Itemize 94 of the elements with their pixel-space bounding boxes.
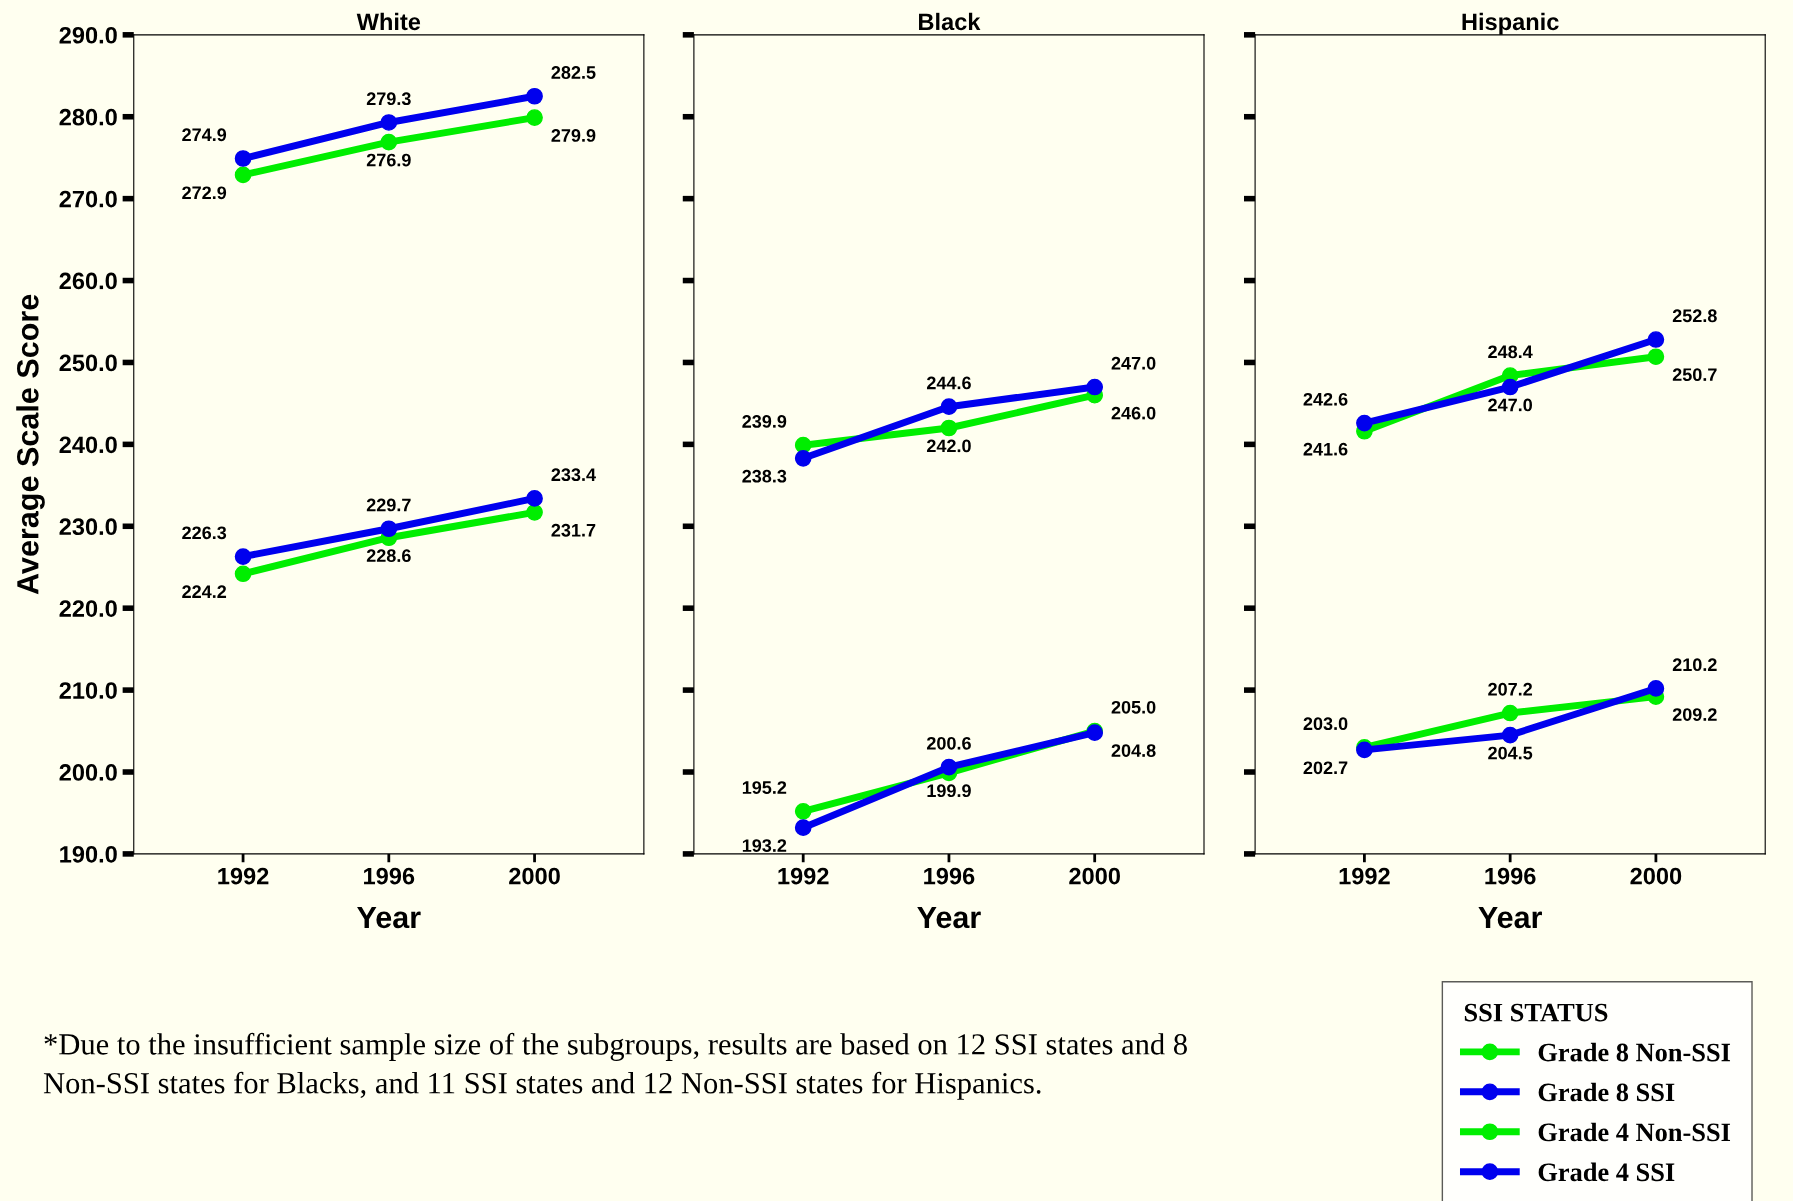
x-axis-title: Year (1478, 906, 1542, 929)
data-label: 252.8 (1672, 309, 1717, 323)
data-label: 207.2 (1488, 682, 1533, 696)
point (526, 87, 543, 105)
y-tick-label: 210.0 (59, 682, 117, 699)
data-label: 231.7 (551, 523, 596, 537)
point (526, 109, 543, 126)
y-tick-label: 240.0 (59, 436, 117, 454)
data-label: 204.5 (1488, 746, 1533, 760)
data-label: 229.7 (366, 498, 411, 512)
y-tick-label: 220.0 (59, 600, 117, 617)
data-label: 203.0 (1303, 717, 1348, 731)
x-tick-label: 1992 (218, 867, 269, 885)
data-label: 242.6 (1303, 392, 1348, 406)
data-label: 250.7 (1672, 368, 1717, 382)
point (1647, 331, 1665, 348)
point (1501, 704, 1519, 722)
legend-label: Grade 4 SSI (1538, 1162, 1675, 1182)
data-label: 272.9 (182, 186, 227, 200)
data-label: 282.5 (551, 66, 596, 79)
data-label: 246.0 (1111, 406, 1156, 420)
x-axis-title: Year (917, 906, 981, 929)
x-tick-label: 2000 (1069, 867, 1120, 885)
y-tick-label: 230.0 (59, 518, 117, 536)
chart-title: White (356, 12, 421, 31)
data-label: 195.2 (742, 781, 787, 794)
point (526, 490, 543, 507)
x-tick-label: 2000 (509, 867, 560, 885)
data-label: 238.3 (742, 469, 787, 483)
text: *Due to the insufficient sample size of the subgroups, results are based on 12 SSI states and 8 Non-SSI states for Blacks, and 11 SSI states and 12 Non-SSI states for Hispanics. (43, 1032, 1187, 1100)
point (1086, 378, 1104, 396)
y-tick-label: 200.0 (59, 764, 117, 781)
data-label: 228.6 (366, 549, 411, 563)
data-label: 239.9 (742, 415, 787, 428)
chart-title: Black (919, 12, 981, 31)
point (234, 565, 252, 583)
x-tick-label: 1992 (1339, 867, 1390, 885)
point (380, 133, 398, 151)
point (1501, 726, 1519, 744)
y-tick-label: 250.0 (59, 354, 117, 372)
data-label: 274.9 (182, 128, 227, 142)
data-label: 200.6 (926, 736, 971, 750)
y-tick-label: 270.0 (59, 190, 117, 208)
point (234, 548, 252, 565)
point (794, 819, 812, 837)
data-label: 247.0 (1111, 356, 1156, 370)
data-label: 248.4 (1488, 345, 1533, 359)
point (1501, 378, 1519, 396)
point (380, 520, 398, 538)
data-label: 242.0 (926, 439, 971, 453)
x-tick-label: 1992 (778, 867, 829, 885)
y-axis-title: Average Scale Score (16, 294, 45, 595)
y-tick-label: 290.0 (59, 26, 117, 44)
legend-label: Grade 4 Non-SSI (1538, 1122, 1731, 1142)
data-label: 241.6 (1303, 442, 1348, 456)
data-label: 209.2 (1672, 708, 1717, 721)
x-axis-title: Year (357, 906, 421, 929)
point (1647, 680, 1665, 697)
x-tick-label: 2000 (1630, 867, 1682, 885)
data-label: 210.2 (1672, 658, 1717, 672)
point (526, 504, 543, 521)
point (1356, 414, 1373, 432)
point (794, 802, 812, 820)
point (234, 150, 252, 167)
y-tick-label: 280.0 (59, 108, 117, 126)
data-label: 279.3 (366, 92, 411, 106)
chart-title: Hispanic (1462, 12, 1559, 35)
data-label: 247.0 (1488, 398, 1533, 412)
legend-title: SSI STATUS (1464, 1003, 1608, 1022)
data-label: 224.2 (182, 585, 227, 598)
data-label: 205.0 (1111, 700, 1156, 714)
legend-label: Grade 8 SSI (1538, 1082, 1675, 1102)
x-tick-label: 1996 (1485, 867, 1536, 885)
point (940, 419, 958, 437)
y-tick-label: 260.0 (59, 272, 117, 290)
data-label: 226.3 (182, 526, 227, 540)
point (940, 398, 958, 416)
data-label: 276.9 (366, 153, 411, 167)
point (794, 449, 812, 467)
data-label: 244.6 (926, 376, 971, 390)
data-label: 279.9 (551, 129, 596, 142)
point (234, 166, 252, 184)
y-tick-label: 190.0 (60, 845, 117, 863)
point (380, 114, 398, 131)
data-label: 193.2 (742, 839, 787, 853)
data-label: 233.4 (551, 468, 596, 482)
legend-label: Grade 8 Non-SSI (1538, 1042, 1731, 1062)
point (1647, 348, 1665, 366)
data-label: 204.8 (1111, 744, 1156, 757)
data-label: 202.7 (1303, 761, 1348, 775)
x-tick-label: 1996 (924, 867, 975, 885)
x-tick-label: 1996 (364, 867, 415, 885)
point (940, 758, 958, 776)
data-label: 199.9 (927, 784, 971, 798)
